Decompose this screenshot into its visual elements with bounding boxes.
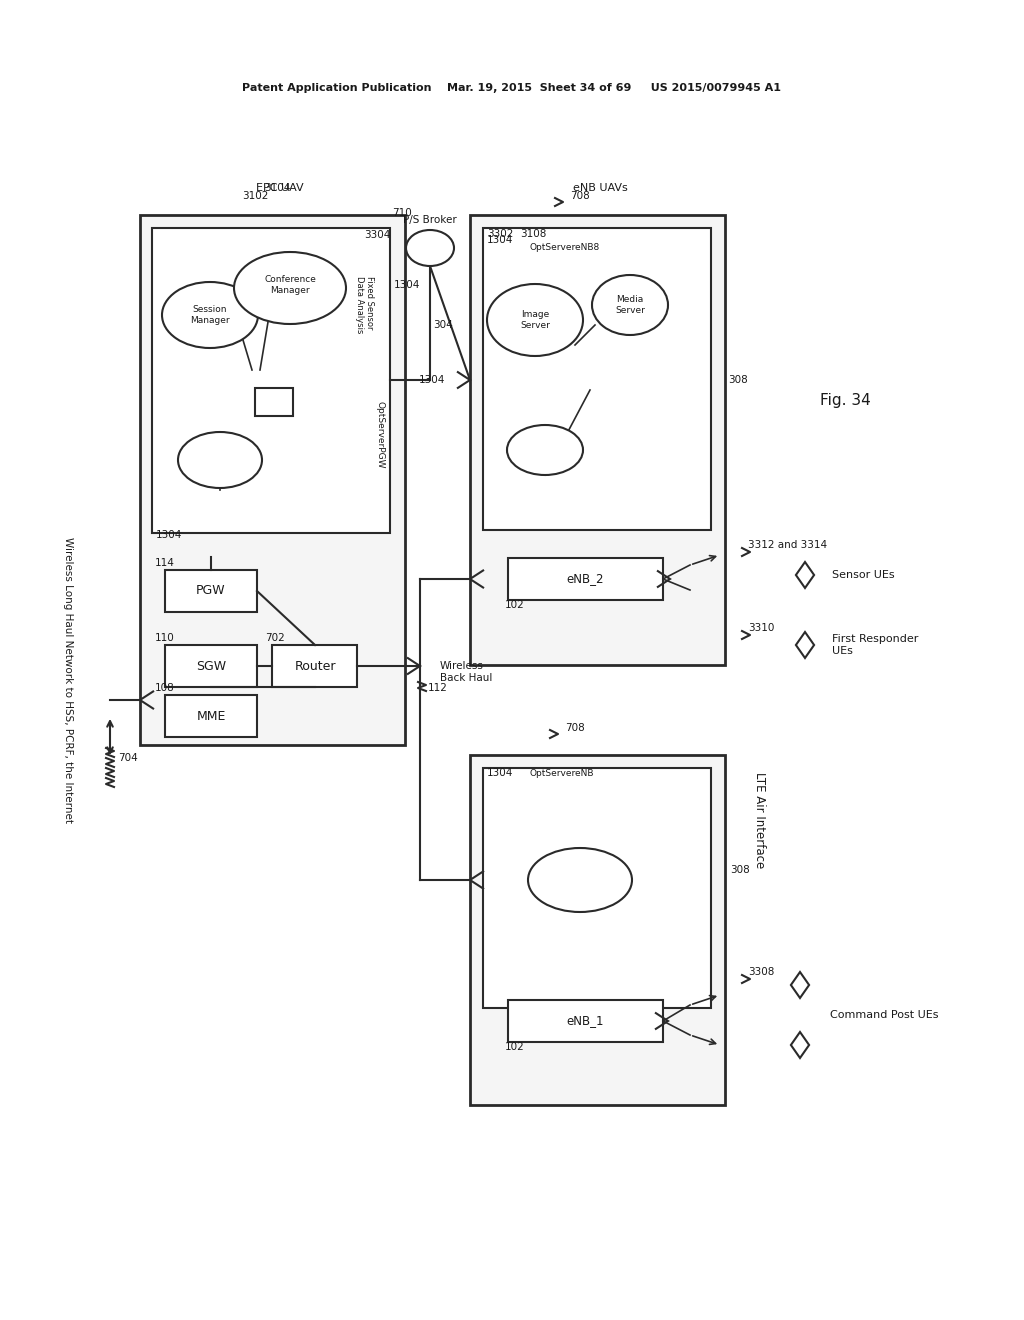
Text: 1304: 1304 xyxy=(393,280,420,290)
Text: OptServereNB8: OptServereNB8 xyxy=(530,243,600,252)
Text: 114: 114 xyxy=(155,558,175,568)
Bar xyxy=(470,755,725,1105)
Ellipse shape xyxy=(234,252,346,323)
Text: 708: 708 xyxy=(570,191,590,201)
Text: 708: 708 xyxy=(565,723,585,733)
Ellipse shape xyxy=(592,275,668,335)
Text: Wireless
Back Haul: Wireless Back Haul xyxy=(440,661,493,682)
Bar xyxy=(140,215,406,744)
Text: 3312 and 3314: 3312 and 3314 xyxy=(748,540,827,550)
Text: Router: Router xyxy=(294,660,336,672)
Text: 304: 304 xyxy=(433,319,453,330)
Text: SGW: SGW xyxy=(196,660,226,672)
Bar xyxy=(165,696,257,737)
Polygon shape xyxy=(791,972,809,998)
Bar xyxy=(470,215,725,665)
Text: First Responder
UEs: First Responder UEs xyxy=(831,634,919,656)
Text: 1304: 1304 xyxy=(156,531,182,540)
Text: P/S Broker: P/S Broker xyxy=(403,215,457,224)
Text: 3302: 3302 xyxy=(487,228,513,239)
Bar xyxy=(165,645,257,686)
Text: PGW: PGW xyxy=(197,585,226,598)
Bar xyxy=(152,228,390,533)
Text: OptServereNB: OptServereNB xyxy=(530,768,595,777)
Text: 102: 102 xyxy=(505,1041,524,1052)
Text: 3104: 3104 xyxy=(264,183,291,193)
Text: Patent Application Publication    Mar. 19, 2015  Sheet 34 of 69     US 2015/0079: Patent Application Publication Mar. 19, … xyxy=(243,83,781,92)
Text: 308: 308 xyxy=(728,375,748,385)
Text: EPC UAV: EPC UAV xyxy=(256,183,304,193)
Text: 1304: 1304 xyxy=(487,768,513,777)
Bar xyxy=(508,558,663,601)
Text: Sensor UEs: Sensor UEs xyxy=(831,570,895,579)
Text: Media
Server: Media Server xyxy=(615,296,645,314)
Ellipse shape xyxy=(528,847,632,912)
Text: 110: 110 xyxy=(155,634,175,643)
Ellipse shape xyxy=(178,432,262,488)
Text: 3304: 3304 xyxy=(364,230,390,240)
Text: 108: 108 xyxy=(155,682,175,693)
Bar xyxy=(508,1001,663,1041)
Text: 308: 308 xyxy=(730,865,750,875)
Text: 112: 112 xyxy=(428,682,447,693)
Ellipse shape xyxy=(507,425,583,475)
Text: 1304: 1304 xyxy=(487,235,513,246)
Polygon shape xyxy=(791,1032,809,1059)
Ellipse shape xyxy=(487,284,583,356)
Text: 3108: 3108 xyxy=(520,228,547,239)
Text: 3310: 3310 xyxy=(748,623,774,634)
Bar xyxy=(165,570,257,612)
Text: OptServerPGW: OptServerPGW xyxy=(376,401,384,469)
Text: Conference
Manager: Conference Manager xyxy=(264,276,316,294)
Text: 710: 710 xyxy=(392,209,412,218)
Bar xyxy=(483,768,711,1008)
Text: eNB_1: eNB_1 xyxy=(566,1015,604,1027)
Ellipse shape xyxy=(406,230,454,267)
Text: Fixed Sensor
Data Analysis: Fixed Sensor Data Analysis xyxy=(355,276,375,334)
Text: Session
Manager: Session Manager xyxy=(190,305,229,325)
Text: Fig. 34: Fig. 34 xyxy=(820,392,870,408)
Text: MME: MME xyxy=(197,710,225,722)
Text: 3102: 3102 xyxy=(242,191,268,201)
Bar xyxy=(255,388,293,416)
Ellipse shape xyxy=(162,282,258,348)
Text: 704: 704 xyxy=(118,752,138,763)
Text: 1304: 1304 xyxy=(419,375,445,385)
Text: 702: 702 xyxy=(265,634,285,643)
Text: Wireless Long Haul Network to HSS, PCRF, the Internet: Wireless Long Haul Network to HSS, PCRF,… xyxy=(63,537,73,822)
Text: eNB_2: eNB_2 xyxy=(566,573,604,586)
Bar xyxy=(272,645,357,686)
Text: Command Post UEs: Command Post UEs xyxy=(830,1010,939,1020)
Text: 3308: 3308 xyxy=(748,968,774,977)
Text: Image
Server: Image Server xyxy=(520,310,550,330)
Text: eNB UAVs: eNB UAVs xyxy=(572,183,628,193)
Text: 102: 102 xyxy=(505,601,524,610)
Bar xyxy=(483,228,711,531)
Polygon shape xyxy=(796,562,814,587)
Text: LTE Air Interface: LTE Air Interface xyxy=(754,772,767,869)
Polygon shape xyxy=(796,632,814,657)
